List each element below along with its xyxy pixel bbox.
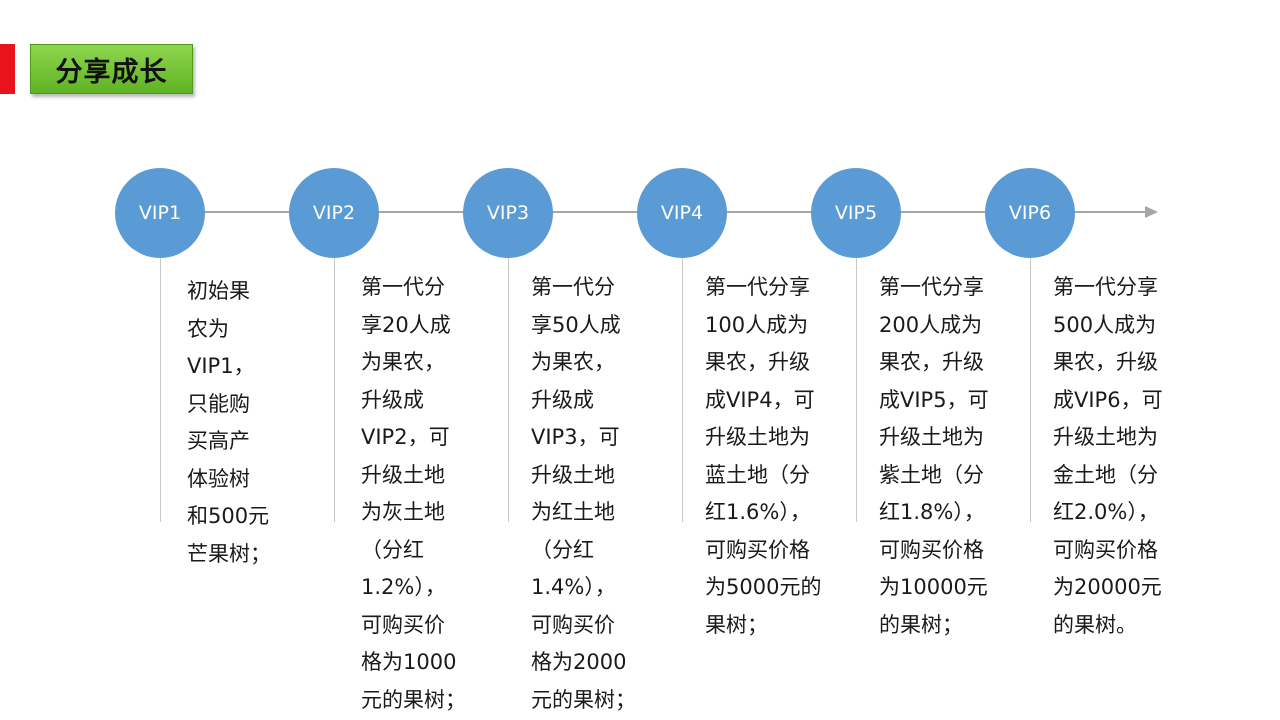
vip5-label: VIP5 [834,202,878,224]
red-accent-bar [0,44,15,94]
vip3-label: VIP3 [486,202,530,224]
connector-line-vip6 [1030,256,1031,522]
title-banner: 分享成长 [30,44,193,94]
vip4-node: VIP4 [637,168,727,258]
vip5-description: 第一代分享 200人成为 果农，升级 成VIP5，可 升级土地为 紫土地（分 红… [879,275,989,637]
vip2-node: VIP2 [289,168,379,258]
vip4-description: 第一代分享 100人成为 果农，升级 成VIP4，可 升级土地为 蓝土地（分 红… [705,275,822,637]
connector-line-vip2 [334,256,335,522]
connector-line-vip4 [682,256,683,522]
vip5-node: VIP5 [811,168,901,258]
connector-line-vip5 [856,256,857,522]
timeline-arrow-icon [1145,206,1158,218]
vip1-description: 初始果 农为 VIP1， 只能购 买高产 体验树 和500元 芒果树； [187,279,271,566]
vip1-label: VIP1 [138,202,182,224]
vip6-label: VIP6 [1008,202,1052,224]
vip6-description: 第一代分享 500人成为 果农，升级 成VIP6，可 升级土地为 金土地（分 红… [1053,275,1163,637]
connector-line-vip1 [160,256,161,522]
page-title: 分享成长 [55,56,168,88]
connector-line-vip3 [508,256,509,522]
vip3-node: VIP3 [463,168,553,258]
vip3-description: 第一代分 享50人成 为果农， 升级成 VIP3，可 升级土地 为红土地 （分红… [531,275,636,712]
vip6-node: VIP6 [985,168,1075,258]
vip1-node: VIP1 [115,168,205,258]
vip2-description: 第一代分 享20人成 为果农， 升级成 VIP2，可 升级土地 为灰土地 （分红… [361,275,466,712]
vip2-label: VIP2 [312,202,356,224]
vip4-label: VIP4 [660,202,704,224]
